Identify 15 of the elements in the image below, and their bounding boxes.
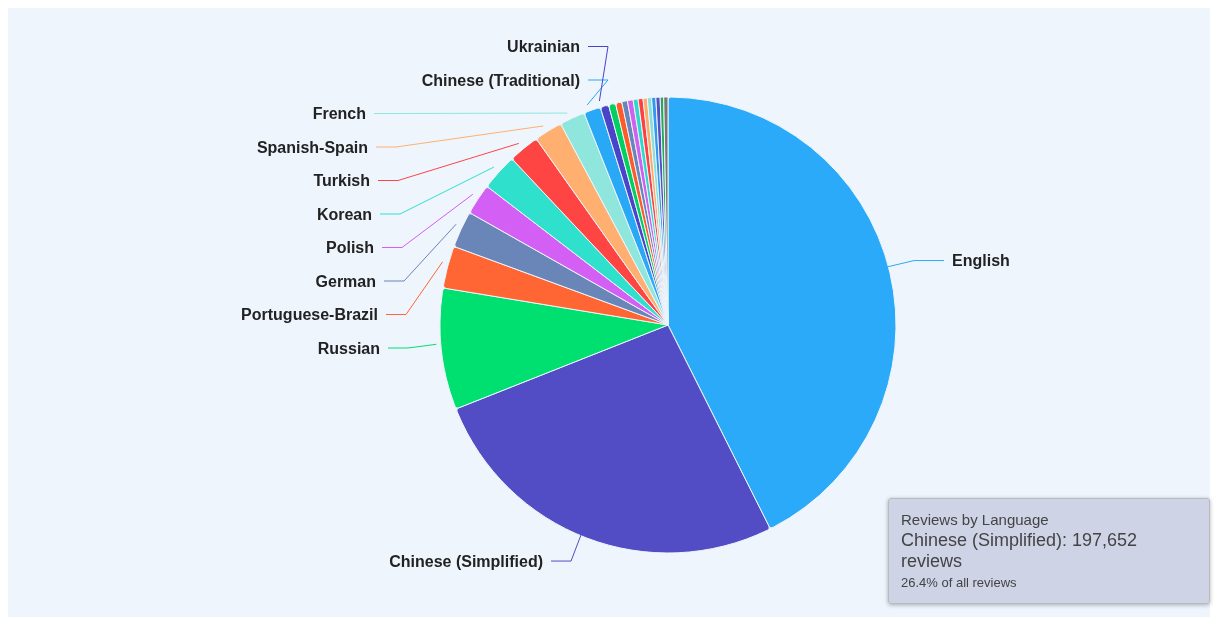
- slice-label: Russian: [317, 339, 380, 357]
- slice-label: French: [312, 105, 366, 122]
- text: Reviews by Language: [901, 510, 1050, 530]
- slice-label: Polish: [325, 239, 374, 256]
- slice-label: Chinese (Traditional): [421, 71, 580, 89]
- text: 26.4% of all reviews: [901, 574, 1018, 592]
- slice-label: English: [952, 252, 1010, 270]
- slice-label: Chinese (Simplified): [389, 552, 544, 570]
- slice-label: Spanish-Spain: [256, 138, 368, 156]
- text: Chinese (Simplified): 197,652 reviews: [901, 530, 1139, 572]
- slice-label: Turkish: [313, 172, 370, 189]
- slice-label: Korean: [316, 205, 372, 223]
- slice-label: Portuguese-Brazil: [241, 306, 378, 323]
- slice-label: German: [315, 272, 376, 290]
- slice-label: Ukrainian: [507, 38, 580, 55]
